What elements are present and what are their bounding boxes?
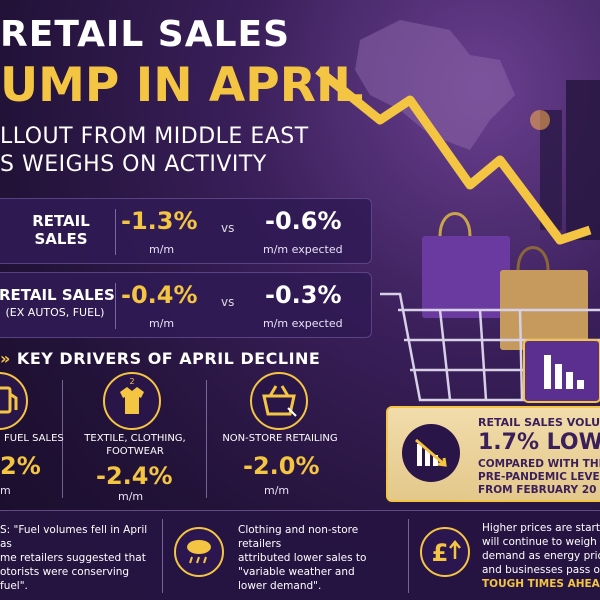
shopping-bag-purple — [422, 236, 510, 318]
expected-value: -0.3% — [265, 281, 342, 309]
volume-note: COMPARED WITH THE PRE-PANDEMIC LEVE FROM… — [478, 458, 600, 496]
title-line1: RETAIL SALES — [0, 14, 291, 55]
expected-value: -0.6% — [265, 207, 342, 235]
pound-up-icon: £ — [420, 527, 470, 577]
weather-icon — [174, 527, 224, 577]
divider — [408, 519, 409, 593]
divider — [206, 380, 207, 498]
expected-unit: m/m expected — [263, 243, 343, 256]
driver-label: NON-STORE RETAILING — [222, 433, 338, 444]
vs-label: vs — [221, 221, 235, 235]
actual-value: -0.4% — [121, 281, 198, 309]
driver-unit: m/m — [118, 490, 144, 503]
building-silhouette — [566, 80, 600, 240]
subtitle-line2: S WEIGHS ON ACTIVITY — [0, 152, 267, 177]
driver-value: 2% — [0, 452, 41, 480]
divider — [115, 283, 116, 329]
volume-value: 1.7% LOWE — [478, 430, 600, 455]
declining-arrow — [315, 66, 592, 245]
driver-value: -2.0% — [243, 452, 320, 480]
chevron-icon: » — [0, 349, 11, 368]
bar-chart-decline-icon — [544, 355, 584, 389]
title-line2: UMP IN APRIL — [0, 58, 364, 113]
driver-value: -2.4% — [96, 462, 173, 490]
driver-unit: m/m — [264, 484, 290, 497]
svg-text:2: 2 — [129, 377, 134, 386]
divider — [115, 209, 116, 255]
quote-fuel: S: "Fuel volumes fell in April as me ret… — [0, 524, 148, 592]
retail-sales-row: RETAIL SALES -1.3% m/m vs -0.6% m/m expe… — [0, 198, 372, 264]
row-label: RETAIL SALES (EX AUTOS, FUEL) — [0, 286, 115, 319]
quotes-band: S: "Fuel volumes fell in April as me ret… — [0, 510, 600, 600]
fuel-pump-icon — [0, 372, 28, 430]
actual-unit: m/m — [149, 243, 175, 256]
shopping-basket-icon — [250, 372, 308, 430]
trend-down-icon — [402, 424, 460, 482]
building-silhouette — [540, 110, 562, 230]
driver-label: TEXTILE, CLOTHING, FOOTWEAR — [84, 433, 186, 457]
divider — [62, 380, 63, 498]
retail-sales-ex-autos-row: RETAIL SALES (EX AUTOS, FUEL) -0.4% m/m … — [0, 272, 372, 338]
volume-title: RETAIL SALES VOLUME — [478, 416, 600, 429]
quote-prices: Higher prices are startin will continue … — [482, 522, 600, 590]
divider — [162, 519, 163, 593]
actual-value: -1.3% — [121, 207, 198, 235]
drivers-heading: » KEY DRIVERS OF APRIL DECLINE — [0, 349, 321, 368]
quote-clothing: Clothing and non-store retailers attribu… — [238, 524, 367, 592]
expected-unit: m/m expected — [263, 317, 343, 330]
driver-label: FUEL SALES — [4, 433, 64, 444]
volume-highlight-box: RETAIL SALES VOLUME 1.7% LOWE COMPARED W… — [386, 406, 600, 502]
svg-text:£: £ — [432, 539, 449, 567]
shirt-icon: 2 — [103, 372, 161, 430]
row-label: RETAIL SALES — [32, 212, 90, 248]
actual-unit: m/m — [149, 317, 175, 330]
driver-unit: m — [0, 484, 11, 497]
map-silhouette — [355, 20, 515, 150]
subtitle-line1: LLOUT FROM MIDDLE EAST — [0, 124, 309, 149]
vs-label: vs — [221, 295, 235, 309]
sun-glow — [530, 110, 550, 130]
